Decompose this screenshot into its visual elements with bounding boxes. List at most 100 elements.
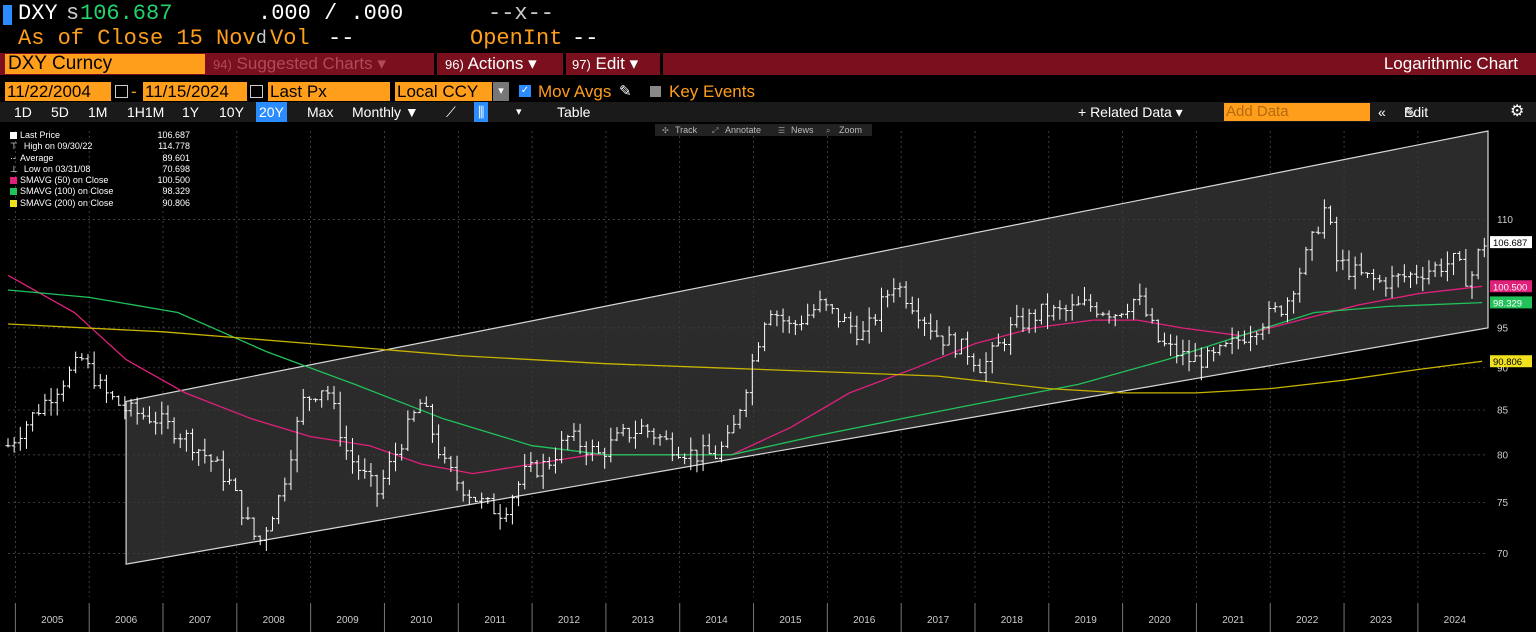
security-toolbar: DXY Curncy 94) Suggested Charts ▾ 96) Ac… xyxy=(0,53,1536,75)
y-tick-label: 110 xyxy=(1497,215,1513,226)
x-tick-label: 2014 xyxy=(706,615,729,626)
tab-5d[interactable]: 5D xyxy=(51,104,69,120)
value-label-box xyxy=(1490,236,1532,249)
x-tick-label: 2018 xyxy=(1001,615,1024,626)
bar-chart-icon[interactable]: ⫼ xyxy=(474,102,489,122)
chart-mode-label: Logarithmic Chart xyxy=(1383,54,1518,73)
calendar-icon[interactable] xyxy=(250,85,263,98)
legend-label: SMAVG (100) on Close xyxy=(20,186,114,197)
x-tick-label: 2021 xyxy=(1222,615,1245,626)
x-tick-label: 2016 xyxy=(853,615,876,626)
tab-20y[interactable]: 20Y xyxy=(256,102,287,122)
legend-swatch xyxy=(10,132,17,139)
date-range-bar: 11/22/2004 - 11/15/2024 Last Px Local CC… xyxy=(0,82,1536,102)
pencil-icon: ✎ xyxy=(1404,104,1416,120)
suggested-charts-button[interactable]: 94) Suggested Charts ▾ xyxy=(213,53,386,75)
key-events-label[interactable]: Key Events xyxy=(669,82,755,101)
value-label-box xyxy=(1490,280,1532,293)
legend-value: 100.500 xyxy=(157,175,190,186)
price-bars xyxy=(5,199,1487,551)
tool-annotate: Annotate xyxy=(725,125,761,135)
chevron-down-icon[interactable]: ▾ xyxy=(516,106,522,118)
legend-label: SMAVG (200) on Close xyxy=(20,197,114,208)
checkbox-checked-icon[interactable]: ✓ xyxy=(519,85,531,97)
legend-value: 89.601 xyxy=(162,152,190,163)
x-tick-label: 2006 xyxy=(115,615,138,626)
line-chart-icon[interactable]: ⟋ xyxy=(446,104,456,120)
end-date-field[interactable]: 11/15/2024 xyxy=(143,82,247,101)
tab-10y[interactable]: 10Y xyxy=(219,104,244,120)
tab-1m[interactable]: 1M xyxy=(88,104,108,120)
y-tick-label: 85 xyxy=(1497,406,1509,417)
low-marker-icon: ⊥ xyxy=(10,163,18,174)
chart-tools-bar xyxy=(655,124,872,136)
x-tick-label: 2009 xyxy=(336,615,359,626)
x-tick-label: 2015 xyxy=(779,615,802,626)
tool-icon: ⌕ xyxy=(826,126,830,135)
chart-tools: ✣ Track ⤢ Annotate ☰ News ⌕ Zoom xyxy=(655,124,872,136)
suggested-label: Suggested Charts xyxy=(236,54,373,73)
field-selector[interactable]: Last Px xyxy=(268,82,390,101)
security-field[interactable]: DXY Curncy xyxy=(5,54,205,74)
y-tick-label: 75 xyxy=(1497,498,1509,509)
last-price: 106.687 xyxy=(80,1,173,26)
openint-label: OpenInt xyxy=(470,26,563,51)
bid-ask: .000 / .000 xyxy=(258,1,404,26)
value-label: 106.687 xyxy=(1493,238,1527,249)
legend-label: Low on 03/31/08 xyxy=(23,163,91,174)
price-chart[interactable]: 70 75 80 85 90 95 110 2005 2006 2007 2008 2009 2010… xyxy=(0,123,1536,632)
currency-selector[interactable]: Local CCY xyxy=(395,82,492,101)
related-data-button[interactable]: + Related Data ▾ xyxy=(1078,104,1183,120)
y-tick-label: 95 xyxy=(1497,323,1509,334)
checkbox-unchecked-icon[interactable] xyxy=(650,86,661,97)
x-tick-label: 2013 xyxy=(632,615,655,626)
legend: Last Price 106.687 ⊤ High on 09/30/22 114.7… xyxy=(10,130,190,209)
value-label: 90.806 xyxy=(1493,357,1522,368)
ma-line xyxy=(7,274,1483,475)
tab-1h1m[interactable]: 1H1M xyxy=(127,104,165,120)
calendar-icon[interactable] xyxy=(115,85,128,98)
pencil-icon[interactable]: ✎ xyxy=(619,83,632,100)
add-data-input[interactable]: Add Data xyxy=(1224,103,1370,121)
ma-line xyxy=(7,323,1483,394)
chevron-down-icon[interactable]: ▾ xyxy=(493,82,509,101)
actions-button[interactable]: 96) Actions ▾ xyxy=(445,53,537,75)
chevron-down-icon: ▾ xyxy=(528,54,537,73)
openint-value: -- xyxy=(572,26,599,51)
start-date-field[interactable]: 11/22/2004 xyxy=(5,82,111,101)
x-axis-band xyxy=(0,599,1488,632)
as-of-d: d xyxy=(256,29,267,49)
tab-1y[interactable]: 1Y xyxy=(182,104,200,120)
mov-avgs-label[interactable]: Mov Avgs xyxy=(538,82,612,101)
legend-label: High on 09/30/22 xyxy=(23,141,93,152)
separator xyxy=(434,53,437,75)
x-tick-label: 2011 xyxy=(484,615,506,626)
legend-value: 114.778 xyxy=(158,141,190,152)
legend-average: ·- Average 89.601 xyxy=(10,153,190,164)
value-label-box xyxy=(1490,355,1532,368)
tab-1d[interactable]: 1D xyxy=(14,104,32,120)
x-tick-label: 2005 xyxy=(41,615,64,626)
quote-header: DXY s 106.687 .000 / .000 --x-- As of Cl… xyxy=(0,0,1536,52)
y-tick-label: 70 xyxy=(1497,549,1509,560)
actions-num: 96) xyxy=(445,57,464,72)
y-axis: 70 75 80 85 90 95 110 xyxy=(1497,215,1513,560)
legend-value: 70.698 xyxy=(162,163,190,174)
table-button[interactable]: Table xyxy=(557,104,591,120)
gear-icon[interactable]: ⚙ xyxy=(1510,103,1525,120)
price-prefix: s xyxy=(66,1,80,26)
frequency-dropdown[interactable]: Monthly ▼ xyxy=(352,104,419,120)
ticker: DXY xyxy=(18,1,58,26)
tool-icon: ⤢ xyxy=(711,126,718,135)
edit-button[interactable]: 97) Edit ▾ xyxy=(572,53,638,75)
security-marker xyxy=(3,5,12,25)
tab-max[interactable]: Max xyxy=(307,104,334,120)
value-label-box xyxy=(1490,296,1532,309)
legend-high: ⊤ High on 09/30/22 114.778 xyxy=(10,141,190,152)
vol-label: Vol xyxy=(270,26,310,51)
y-tick-label: 80 xyxy=(1497,450,1509,461)
vol-value: -- xyxy=(328,26,355,51)
tool-news: News xyxy=(791,125,814,135)
collapse-icon[interactable]: « xyxy=(1378,104,1386,120)
legend-low: ⊥ Low on 03/31/08 70.698 xyxy=(10,164,190,175)
